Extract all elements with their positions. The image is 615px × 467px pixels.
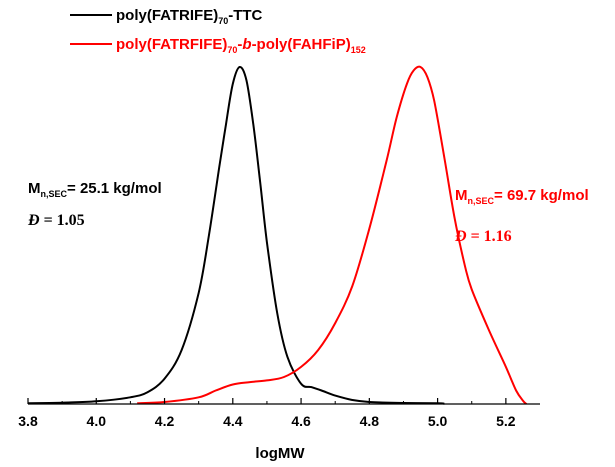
mn-annotation-part: n,SEC: [41, 189, 68, 199]
dispersity-value: = 1.05: [40, 212, 85, 229]
x-tick-label: 4.2: [155, 413, 175, 429]
legend-label-part: 70: [227, 45, 237, 55]
x-axis: 3.8 4.0 4.2 4.4 4.6 4.8 5.0 5.2: [18, 398, 540, 429]
x-tick-label: 4.6: [291, 413, 311, 429]
mn-annotation-part: M: [455, 187, 468, 204]
mn-annotation-part: n,SEC: [468, 196, 495, 206]
dispersity-annotation: Đ = 1.05: [27, 212, 85, 229]
mn-annotation-part: = 25.1 kg/mol: [67, 180, 162, 197]
x-tick-label: 3.8: [18, 413, 38, 429]
mn-annotation-part: M: [28, 180, 41, 197]
legend-label-part: 70: [218, 16, 228, 26]
legend-label-part: -poly(FAHFiP): [252, 36, 351, 53]
dispersity-annotation: Đ = 1.16: [454, 228, 512, 245]
x-tick-label: 4.4: [223, 413, 243, 429]
x-axis-title: logMW: [255, 445, 305, 462]
dispersity-symbol: Đ: [27, 212, 40, 229]
dispersity-symbol: Đ: [454, 228, 467, 245]
series-black-curve: [27, 65, 445, 405]
mn-annotation: Mn,SEC= 25.1 kg/mol: [28, 180, 162, 199]
mn-annotation-part: = 69.7 kg/mol: [494, 187, 589, 204]
legend-label-part: poly(FATRIFE): [116, 7, 218, 24]
series-red-curve: [137, 65, 528, 405]
x-tick-label: 5.0: [428, 413, 448, 429]
x-tick-label: 4.8: [360, 413, 380, 429]
legend-label: poly(FATRIFE)70-TTC: [116, 7, 263, 26]
legend-label-part: poly(FATRFIFE): [116, 36, 227, 53]
plot-lines: [27, 65, 528, 405]
dispersity-value: = 1.16: [467, 228, 512, 245]
legend-label-part: b: [242, 36, 251, 53]
legend-label-part: -: [237, 36, 242, 53]
legend-label-part: 152: [351, 45, 366, 55]
x-tick-label: 4.0: [87, 413, 107, 429]
mn-annotation: Mn,SEC= 69.7 kg/mol: [455, 187, 589, 206]
x-tick-label: 5.2: [496, 413, 516, 429]
legend: poly(FATRIFE)70-TTCpoly(FATRFIFE)70-b-po…: [70, 7, 366, 55]
legend-label: poly(FATRFIFE)70-b-poly(FAHFiP)152: [116, 36, 366, 55]
legend-label-part: -TTC: [228, 7, 262, 24]
